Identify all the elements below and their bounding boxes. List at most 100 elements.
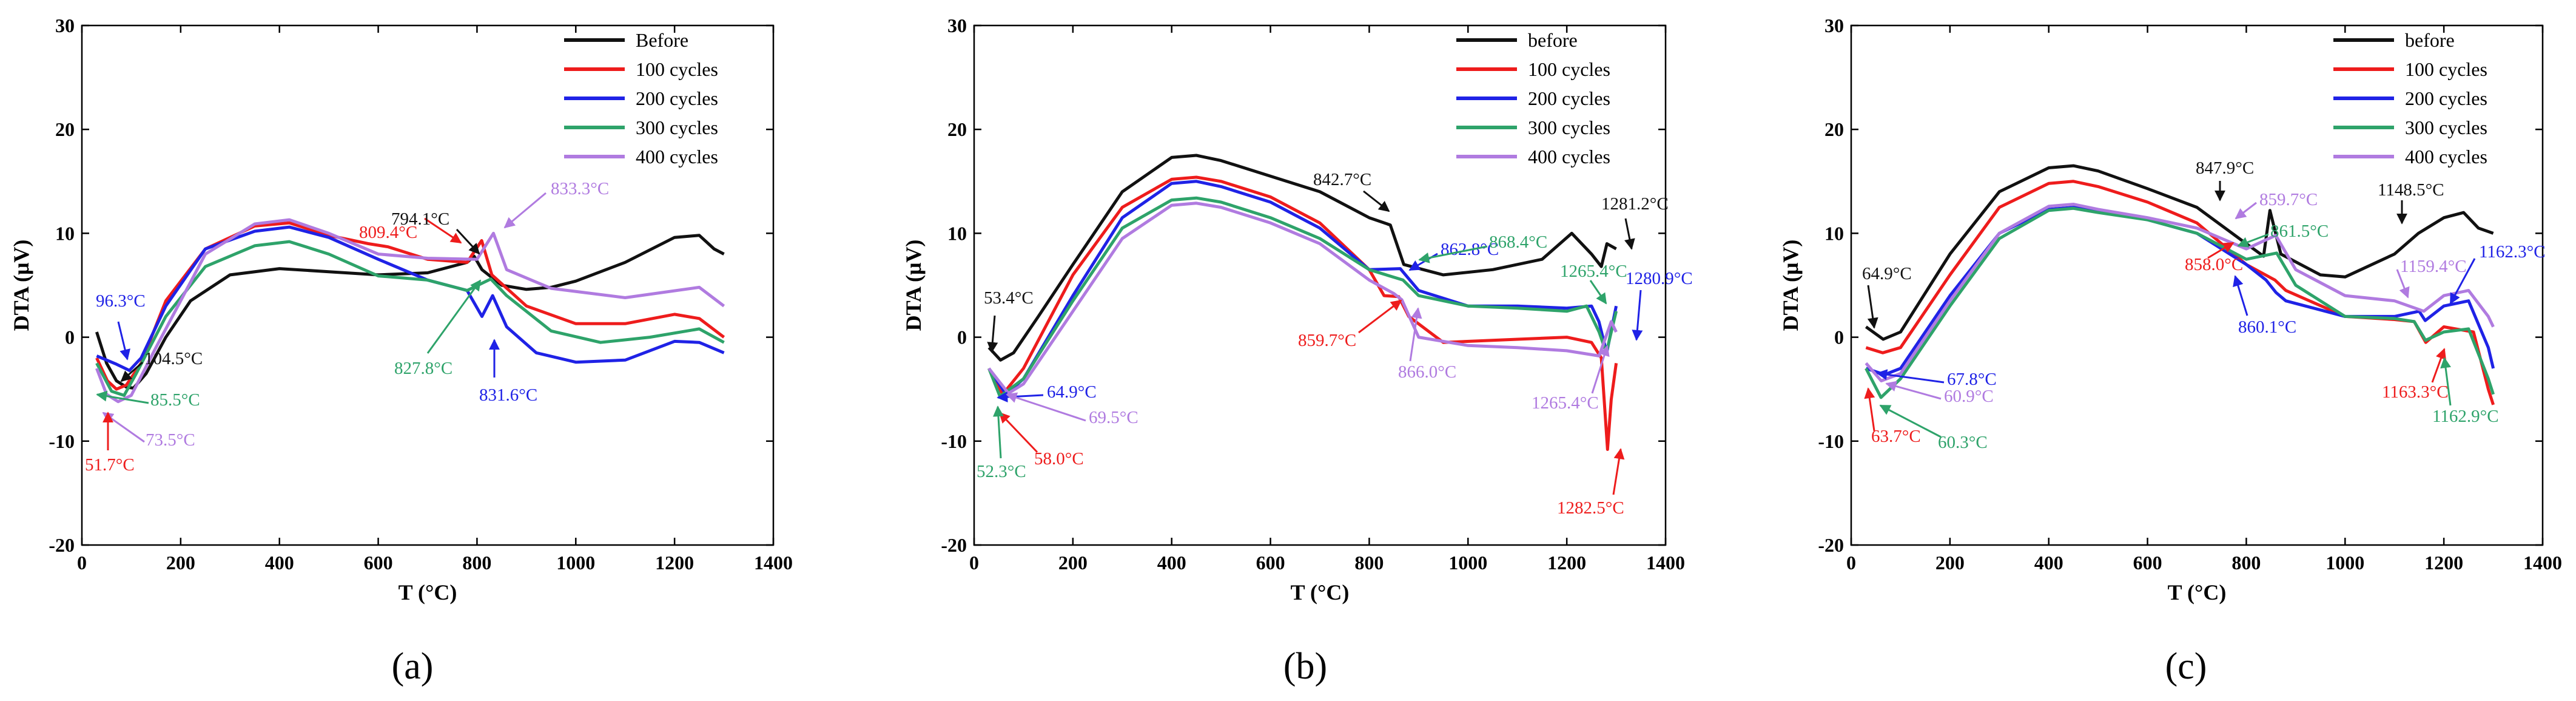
series-line-before bbox=[987, 154, 1617, 362]
legend-label: 400 cycles bbox=[1528, 146, 1610, 168]
x-tick-label: 600 bbox=[2133, 552, 2162, 574]
annotation-label: 73.5°C bbox=[146, 430, 195, 450]
x-tick-label: 200 bbox=[1058, 552, 1088, 574]
x-tick-label: 800 bbox=[462, 552, 491, 574]
x-tick-label: 800 bbox=[2231, 552, 2261, 574]
annotation-arrow bbox=[96, 390, 149, 404]
x-tick-label: 0 bbox=[969, 552, 979, 574]
annotation-arrow bbox=[2235, 201, 2257, 220]
panel-label: (c) bbox=[2165, 646, 2207, 687]
annotation-arrow bbox=[1418, 245, 1488, 263]
annotation-arrow bbox=[2233, 275, 2248, 316]
annotation-arrow bbox=[456, 228, 480, 255]
legend-label: 100 cycles bbox=[636, 58, 718, 80]
annotation-arrow bbox=[2207, 242, 2235, 259]
x-tick-label: 400 bbox=[265, 552, 294, 574]
annotation-label: 1282.5°C bbox=[1557, 498, 1624, 518]
x-tick-label: 0 bbox=[77, 552, 87, 574]
y-tick-label: 10 bbox=[947, 222, 967, 244]
annotation-label: 1281.2°C bbox=[1601, 194, 1669, 214]
legend-label: 300 cycles bbox=[2405, 117, 2487, 138]
legend-label: 200 cycles bbox=[1528, 87, 1610, 109]
legend-label: before bbox=[2405, 29, 2455, 51]
y-tick-label: 0 bbox=[65, 327, 75, 348]
chart-panel-2: 0 200 400 600 800 1000 1200 1400 -20 -10 0 10 20 30 T … bbox=[901, 15, 1693, 687]
x-tick-label: 1400 bbox=[754, 552, 793, 574]
y-tick-label: 30 bbox=[55, 15, 75, 36]
series-line-100-cycles bbox=[95, 221, 725, 391]
x-axis-title: T (°C) bbox=[399, 580, 457, 604]
chart-panel-3: 0 200 400 600 800 1000 1200 1400 -20 -10 0 10 20 30 T … bbox=[1778, 15, 2562, 687]
y-axis-title: DTA (μV) bbox=[901, 240, 926, 331]
annotation-label: 52.3°C bbox=[977, 462, 1026, 481]
legend-label: 200 cycles bbox=[2405, 87, 2487, 109]
x-tick-label: 200 bbox=[166, 552, 195, 574]
x-tick-label: 200 bbox=[1935, 552, 1965, 574]
legend-label: 100 cycles bbox=[1528, 58, 1610, 80]
x-tick-label: 400 bbox=[1157, 552, 1186, 574]
annotation-label: 64.9°C bbox=[1862, 264, 1912, 283]
annotation-label: 842.7°C bbox=[1313, 170, 1371, 189]
x-tick-label: 1200 bbox=[1547, 552, 1586, 574]
y-axis-title: DTA (μV) bbox=[9, 240, 33, 331]
annotation-label: 809.4°C bbox=[359, 223, 417, 242]
annotation-arrow bbox=[1612, 448, 1625, 495]
annotation-label: 1159.4°C bbox=[2400, 257, 2467, 276]
annotation-label: 63.7°C bbox=[1871, 427, 1921, 446]
annotation-arrow bbox=[1632, 290, 1643, 341]
annotation-label: 1280.9°C bbox=[1626, 269, 1693, 288]
annotation-arrow bbox=[1006, 392, 1086, 422]
annotation-label: 794.1°C bbox=[391, 209, 449, 229]
annotation-label: 827.8°C bbox=[394, 359, 452, 378]
annotation-label: 64.9°C bbox=[1047, 382, 1097, 402]
plot-frame bbox=[81, 24, 775, 546]
annotation-arrow bbox=[2449, 258, 2476, 305]
legend-label: 300 cycles bbox=[636, 117, 718, 138]
y-axis-title: DTA (μV) bbox=[1778, 240, 1803, 331]
y-tick-label: 30 bbox=[1824, 15, 1844, 36]
y-tick-label: -20 bbox=[941, 534, 967, 556]
annotation-label: 858.0°C bbox=[2185, 255, 2243, 274]
annotation-arrow bbox=[1885, 381, 1942, 400]
annotation-label: 85.5°C bbox=[150, 390, 200, 410]
y-tick-label: -10 bbox=[1818, 430, 1844, 452]
annotation-arrow bbox=[1591, 345, 1610, 394]
x-tick-label: 600 bbox=[364, 552, 393, 574]
series-line-400-cycles bbox=[987, 201, 1618, 395]
annotation-label: 831.6°C bbox=[479, 385, 537, 405]
annotation-arrow bbox=[1879, 404, 1942, 438]
series-line-300-cycles bbox=[987, 196, 1618, 398]
legend-label: Before bbox=[636, 29, 688, 51]
x-tick-label: 1400 bbox=[2523, 552, 2562, 574]
annotation-label: 859.7°C bbox=[2259, 190, 2318, 209]
annotation-arrow bbox=[2440, 357, 2452, 406]
annotation-arrow bbox=[120, 361, 143, 382]
y-tick-label: 0 bbox=[957, 327, 967, 348]
annotation-arrow bbox=[987, 315, 998, 353]
series-line-200-cycles bbox=[1865, 206, 2495, 376]
annotation-label: 833.3°C bbox=[551, 179, 609, 198]
legend-label: 400 cycles bbox=[636, 146, 718, 168]
annotation-label: 51.7°C bbox=[85, 455, 135, 475]
annotation-arrow bbox=[2237, 233, 2269, 248]
legend-label: 300 cycles bbox=[1528, 117, 1610, 138]
annotation-label: 1148.5°C bbox=[2378, 180, 2444, 200]
annotation-label: 859.7°C bbox=[1298, 331, 1356, 350]
x-axis-title: T (°C) bbox=[1291, 580, 1350, 604]
y-tick-label: 0 bbox=[1834, 327, 1844, 348]
x-tick-label: 1000 bbox=[556, 552, 595, 574]
annotation-label: 866.0°C bbox=[1398, 362, 1456, 382]
annotation-label: 67.8°C bbox=[1947, 370, 1997, 389]
annotation-arrow bbox=[1876, 369, 1945, 384]
legend-label: 400 cycles bbox=[2405, 146, 2487, 168]
annotation-label: 53.4°C bbox=[984, 288, 1034, 308]
x-tick-label: 1400 bbox=[1646, 552, 1685, 574]
annotation-label: 60.3°C bbox=[1938, 433, 1988, 452]
y-tick-label: 30 bbox=[947, 15, 967, 36]
legend-label: 100 cycles bbox=[2405, 58, 2487, 80]
annotation-label: 1162.3°C bbox=[2479, 242, 2546, 262]
annotation-arrow bbox=[1358, 299, 1402, 334]
y-tick-label: 10 bbox=[1824, 222, 1844, 244]
y-tick-label: 20 bbox=[1824, 118, 1844, 140]
annotation-arrow bbox=[117, 321, 130, 361]
